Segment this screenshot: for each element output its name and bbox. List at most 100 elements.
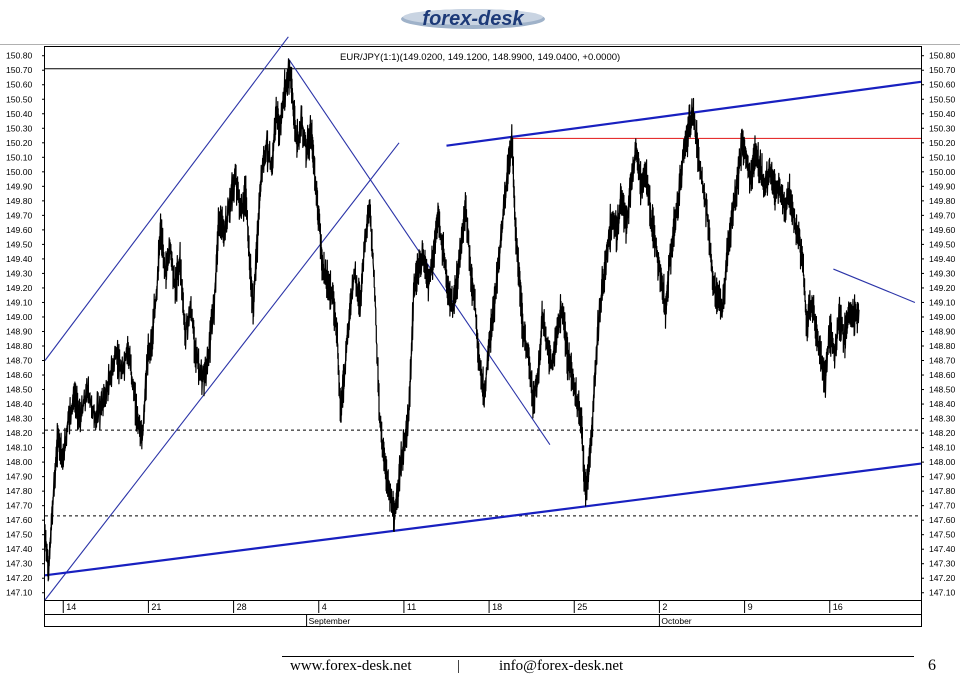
x-tick-label: 4: [322, 602, 327, 612]
month-axis: September October: [306, 614, 692, 626]
y-tick-label-left: 149.30: [6, 268, 33, 278]
x-tick-label: 18: [492, 602, 502, 612]
footer-website-link[interactable]: www.forex-desk.net: [290, 658, 412, 674]
y-tick-label-right: 147.90: [929, 472, 956, 482]
y-tick-label-right: 149.10: [929, 297, 956, 307]
trend-line: [44, 142, 400, 601]
y-tick-label-right: 148.10: [929, 443, 956, 453]
y-tick-label-left: 150.00: [6, 167, 33, 177]
y-tick-label-right: 149.60: [929, 225, 956, 235]
logo-text: forex-desk: [422, 8, 524, 30]
y-tick-label-left: 148.00: [6, 457, 33, 467]
y-tick-label-right: 149.80: [929, 196, 956, 206]
y-tick-label-right: 150.30: [929, 123, 956, 133]
chart-title: EUR/JPY(1:1)(149.0200, 149.1200, 148.990…: [340, 52, 620, 63]
y-tick-label-left: 150.30: [6, 123, 33, 133]
y-tick-label-left: 148.60: [6, 370, 33, 380]
y-tick-label-right: 148.20: [929, 428, 956, 438]
y-tick-label-right: 149.90: [929, 181, 956, 191]
y-tick-label-right: 149.20: [929, 283, 956, 293]
price-series: [44, 58, 860, 582]
y-tick-label-left: 148.20: [6, 428, 33, 438]
y-tick-label-right: 148.00: [929, 457, 956, 467]
y-tick-label-left: 149.50: [6, 239, 33, 249]
month-tick-label: October: [661, 616, 691, 626]
y-tick-label-left: 150.40: [6, 109, 33, 119]
y-tick-label-left: 150.70: [6, 65, 33, 75]
eurjpy-chart: 150.80 150.70 150.60 150.50 150.40 150.30 150.…: [0, 36, 960, 627]
y-axis-left: 150.80 150.70 150.60 150.50 150.40 150.30 150.…: [6, 51, 45, 598]
y-tick-label-right: 148.90: [929, 326, 956, 336]
y-tick-label-left: 149.20: [6, 283, 33, 293]
y-tick-label-left: 147.10: [6, 588, 33, 598]
y-tick-label-right: 150.50: [929, 94, 956, 104]
y-tick-label-left: 150.10: [6, 152, 33, 162]
y-tick-label-right: 147.30: [929, 559, 956, 569]
footer-separator: |: [457, 658, 461, 674]
y-tick-label-right: 148.40: [929, 399, 956, 409]
trend-line: [44, 462, 922, 577]
y-tick-label-left: 147.30: [6, 559, 33, 569]
y-tick-label-left: 148.90: [6, 326, 33, 336]
footer-email-link[interactable]: info@forex-desk.net: [499, 658, 624, 674]
y-tick-label-right: 149.50: [929, 239, 956, 249]
y-tick-label-left: 149.80: [6, 196, 33, 206]
y-tick-label-right: 147.40: [929, 544, 956, 554]
x-tick-label: 11: [407, 602, 416, 612]
y-tick-label-right: 148.30: [929, 414, 956, 424]
y-tick-label-left: 148.80: [6, 341, 33, 351]
trend-line: [44, 36, 289, 361]
y-tick-label-right: 149.30: [929, 268, 956, 278]
y-tick-label-left: 150.60: [6, 80, 33, 90]
y-tick-label-right: 147.70: [929, 501, 956, 511]
y-tick-label-right: 147.20: [929, 573, 956, 583]
y-tick-label-left: 149.70: [6, 210, 33, 220]
y-tick-label-left: 149.40: [6, 254, 33, 264]
y-tick-label-right: 150.40: [929, 109, 956, 119]
y-tick-label-right: 147.80: [929, 486, 956, 496]
trend-line: [446, 80, 922, 147]
y-tick-label-right: 150.70: [929, 65, 956, 75]
y-tick-label-right: 147.50: [929, 530, 956, 540]
y-tick-label-left: 147.40: [6, 544, 33, 554]
y-tick-label-right: 149.40: [929, 254, 956, 264]
grid-lines: [45, 68, 921, 517]
x-tick-label: 9: [748, 602, 753, 612]
chart-frame: [0, 44, 960, 627]
y-tick-label-right: 150.20: [929, 138, 956, 148]
y-tick-label-right: 148.60: [929, 370, 956, 380]
y-tick-label-left: 150.80: [6, 51, 33, 61]
y-tick-label-right: 148.50: [929, 385, 956, 395]
y-tick-label-right: 148.80: [929, 341, 956, 351]
footer-rule: [282, 656, 914, 657]
x-tick-label: 16: [833, 602, 843, 612]
y-tick-label-left: 149.90: [6, 181, 33, 191]
page-number: 6: [928, 657, 936, 674]
x-tick-label: 14: [66, 602, 76, 612]
y-tick-label-left: 148.30: [6, 414, 33, 424]
y-tick-label-right: 150.60: [929, 80, 956, 90]
y-tick-label-left: 147.80: [6, 486, 33, 496]
price-line: [44, 58, 860, 582]
y-tick-label-right: 149.00: [929, 312, 956, 322]
y-tick-label-right: 147.10: [929, 588, 956, 598]
y-tick-label-left: 150.50: [6, 94, 33, 104]
y-tick-label-right: 150.80: [929, 51, 956, 61]
y-tick-label-left: 147.60: [6, 515, 33, 525]
month-tick-label: September: [309, 616, 351, 626]
y-tick-label-left: 149.60: [6, 225, 33, 235]
y-tick-label-left: 148.50: [6, 385, 33, 395]
y-tick-label-left: 147.70: [6, 501, 33, 511]
forex-desk-logo: forex-desk: [401, 8, 545, 30]
trend-line: [833, 268, 916, 303]
y-tick-label-left: 147.50: [6, 530, 33, 540]
x-tick-label: 2: [662, 602, 667, 612]
y-axis-right: 150.80 150.70 150.60 150.50 150.40 150.30 150.…: [921, 51, 956, 598]
y-tick-label-left: 148.10: [6, 443, 33, 453]
y-tick-label-left: 148.70: [6, 356, 33, 366]
y-tick-label-left: 147.90: [6, 472, 33, 482]
footer: www.forex-desk.net | info@forex-desk.net: [282, 658, 914, 676]
x-tick-label: 21: [151, 602, 161, 612]
y-tick-label-left: 150.20: [6, 138, 33, 148]
y-tick-label-left: 147.20: [6, 573, 33, 583]
